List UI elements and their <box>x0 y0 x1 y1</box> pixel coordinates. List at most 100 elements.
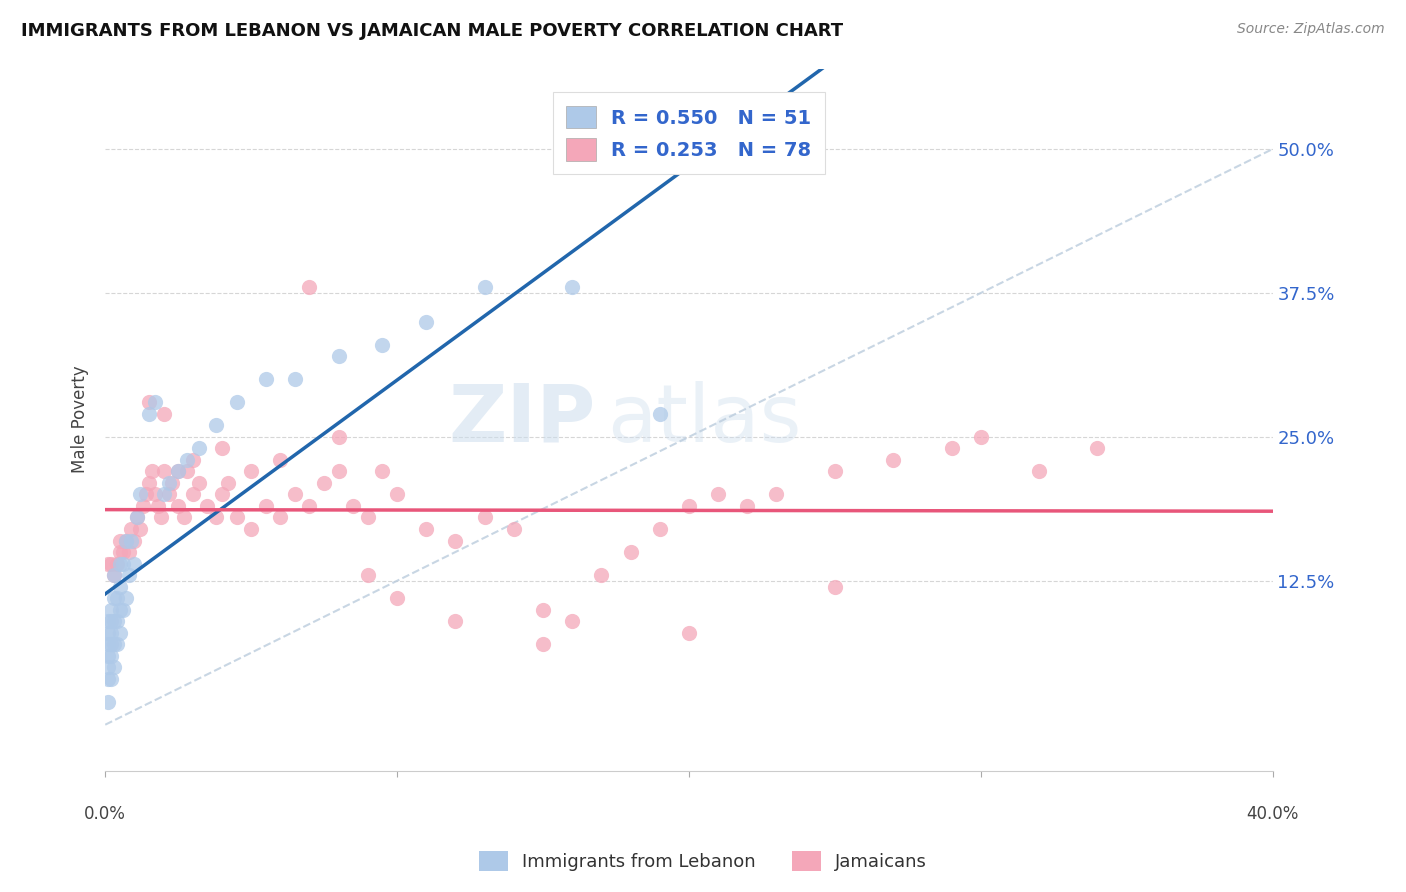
Point <box>205 510 228 524</box>
Point <box>181 453 204 467</box>
Point <box>342 499 364 513</box>
Point <box>111 545 134 559</box>
Point <box>97 557 120 571</box>
Point <box>97 625 120 640</box>
Point <box>444 533 467 548</box>
Point <box>187 475 209 490</box>
Text: 0.0%: 0.0% <box>84 805 127 823</box>
Point <box>157 487 180 501</box>
Point <box>328 465 350 479</box>
Point <box>195 499 218 513</box>
Point <box>103 660 125 674</box>
Point <box>1087 442 1109 456</box>
Point <box>824 580 846 594</box>
Point <box>97 648 120 663</box>
Point <box>678 625 700 640</box>
Point <box>111 557 134 571</box>
Point <box>117 568 139 582</box>
Point <box>357 510 380 524</box>
Point <box>129 487 152 501</box>
Point <box>157 475 180 490</box>
Point <box>941 442 963 456</box>
Point <box>111 602 134 616</box>
Point <box>385 487 408 501</box>
Point <box>707 487 730 501</box>
Point <box>298 499 321 513</box>
Point <box>314 475 336 490</box>
Point <box>132 499 155 513</box>
Point <box>152 407 174 421</box>
Point <box>97 637 120 651</box>
Point <box>648 407 671 421</box>
Point <box>114 533 136 548</box>
Point <box>138 395 160 409</box>
Point <box>117 545 139 559</box>
Point <box>114 591 136 605</box>
Point <box>100 602 122 616</box>
Point <box>371 338 394 352</box>
Point <box>121 533 143 548</box>
Point <box>181 487 204 501</box>
Point <box>124 557 146 571</box>
Point <box>146 499 169 513</box>
Point <box>240 465 263 479</box>
Point <box>1028 465 1050 479</box>
Point <box>474 510 496 524</box>
Point <box>152 465 174 479</box>
Point <box>100 614 122 628</box>
Point <box>97 660 120 674</box>
Point <box>298 280 321 294</box>
Point <box>415 522 437 536</box>
Point <box>124 533 146 548</box>
Point <box>357 568 380 582</box>
Point <box>591 568 613 582</box>
Point <box>100 625 122 640</box>
Y-axis label: Male Poverty: Male Poverty <box>72 366 89 474</box>
Point <box>474 280 496 294</box>
Point <box>678 499 700 513</box>
Point <box>121 522 143 536</box>
Point <box>176 453 198 467</box>
Point <box>217 475 239 490</box>
Point <box>143 487 166 501</box>
Point <box>129 522 152 536</box>
Point <box>167 499 190 513</box>
Point <box>502 522 524 536</box>
Point <box>143 395 166 409</box>
Point <box>100 637 122 651</box>
Point <box>882 453 904 467</box>
Point <box>211 487 233 501</box>
Text: atlas: atlas <box>607 381 801 458</box>
Point <box>173 510 195 524</box>
Point <box>187 442 209 456</box>
Point <box>103 614 125 628</box>
Point <box>127 510 149 524</box>
Point <box>371 465 394 479</box>
Point <box>225 395 247 409</box>
Point <box>127 510 149 524</box>
Point <box>415 315 437 329</box>
Point <box>269 510 291 524</box>
Point <box>765 487 787 501</box>
Point <box>648 522 671 536</box>
Point <box>105 637 128 651</box>
Point <box>284 487 307 501</box>
Point <box>108 545 131 559</box>
Point <box>254 499 277 513</box>
Point <box>328 430 350 444</box>
Point <box>385 591 408 605</box>
Text: IMMIGRANTS FROM LEBANON VS JAMAICAN MALE POVERTY CORRELATION CHART: IMMIGRANTS FROM LEBANON VS JAMAICAN MALE… <box>21 22 844 40</box>
Legend: Immigrants from Lebanon, Jamaicans: Immigrants from Lebanon, Jamaicans <box>471 844 935 879</box>
Point <box>97 672 120 686</box>
Point <box>561 280 583 294</box>
Text: Source: ZipAtlas.com: Source: ZipAtlas.com <box>1237 22 1385 37</box>
Point <box>103 637 125 651</box>
Point <box>100 648 122 663</box>
Point <box>135 487 157 501</box>
Point <box>138 407 160 421</box>
Point <box>211 442 233 456</box>
Point <box>162 475 184 490</box>
Point <box>254 372 277 386</box>
Point <box>561 614 583 628</box>
Point <box>619 545 641 559</box>
